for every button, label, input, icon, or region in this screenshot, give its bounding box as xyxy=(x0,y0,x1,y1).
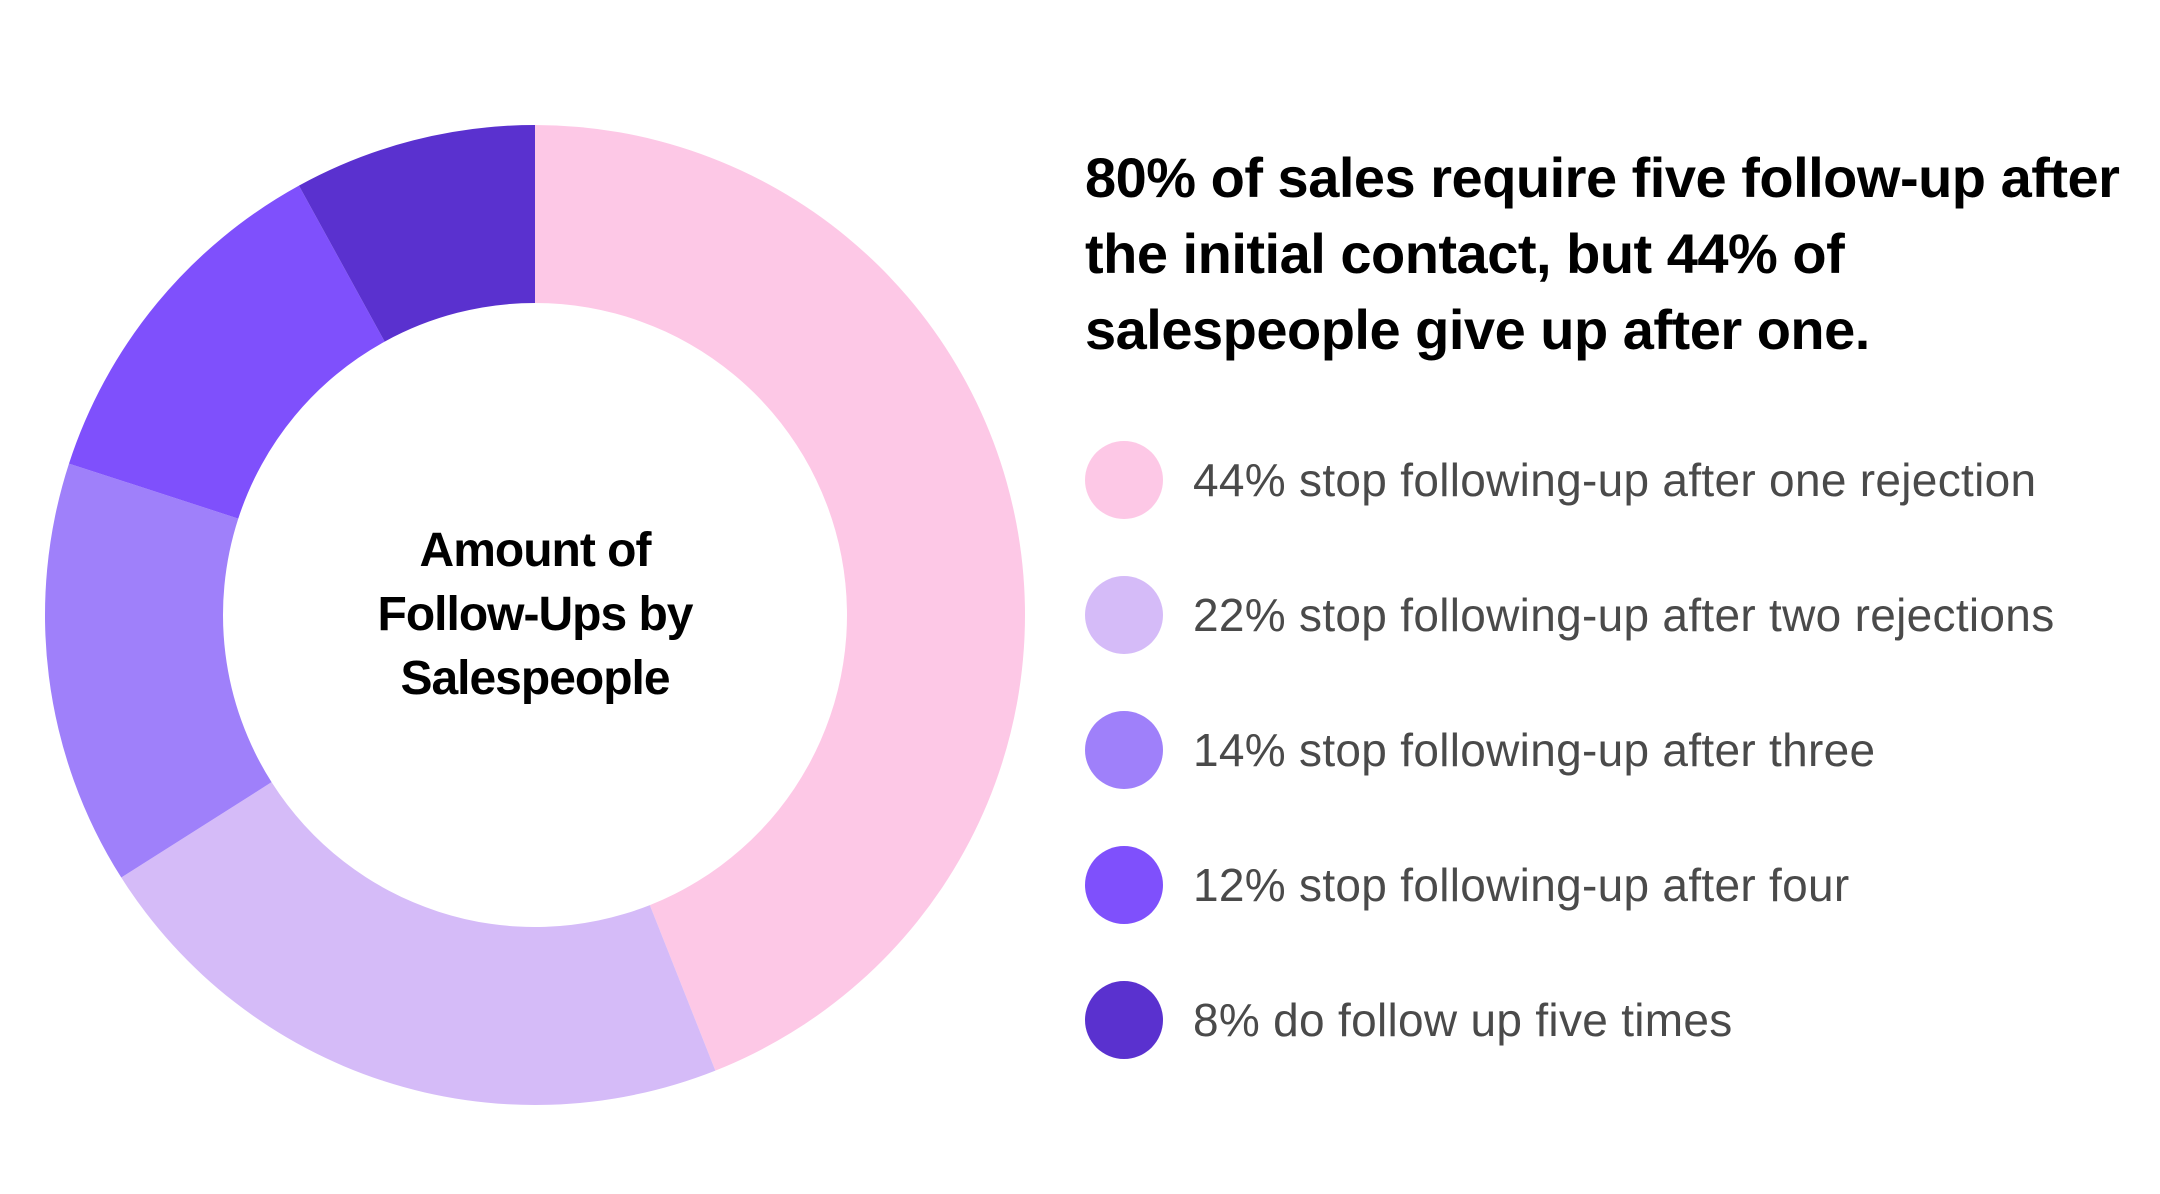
legend-swatch xyxy=(1085,846,1163,924)
legend-swatch xyxy=(1085,441,1163,519)
legend-item: 44% stop following-up after one rejectio… xyxy=(1085,440,2145,520)
donut-slice-22-percent xyxy=(121,782,716,1105)
chart-title: Amount of Follow-Ups by Salespeople xyxy=(235,515,835,715)
legend-swatch xyxy=(1085,711,1163,789)
donut-slice-12-percent xyxy=(68,185,385,519)
donut-chart-svg xyxy=(45,125,1025,1105)
legend-label: 8% do follow up five times xyxy=(1193,994,1733,1046)
donut-slice-44-percent xyxy=(535,125,1025,1071)
donut-slice-14-percent xyxy=(45,463,272,878)
legend-swatch xyxy=(1085,981,1163,1059)
legend: 44% stop following-up after one rejectio… xyxy=(1085,440,2145,1115)
legend-item: 22% stop following-up after two rejectio… xyxy=(1085,575,2145,655)
headline: 80% of sales require five follow-up afte… xyxy=(1085,146,2120,361)
legend-item: 12% stop following-up after four xyxy=(1085,845,2145,925)
legend-label: 12% stop following-up after four xyxy=(1193,859,1850,911)
legend-swatch xyxy=(1085,576,1163,654)
donut-chart: Amount of Follow-Ups by Salespeople xyxy=(40,120,1030,1110)
legend-label: 44% stop following-up after one rejectio… xyxy=(1193,454,2037,506)
legend-label: 22% stop following-up after two rejectio… xyxy=(1193,589,2055,641)
legend-item: 8% do follow up five times xyxy=(1085,980,2145,1060)
donut-slice-8-percent xyxy=(298,125,535,342)
legend-item: 14% stop following-up after three xyxy=(1085,710,2145,790)
chart-title-text: Amount of Follow-Ups by Salespeople xyxy=(377,524,694,705)
legend-label: 14% stop following-up after three xyxy=(1193,724,1876,776)
